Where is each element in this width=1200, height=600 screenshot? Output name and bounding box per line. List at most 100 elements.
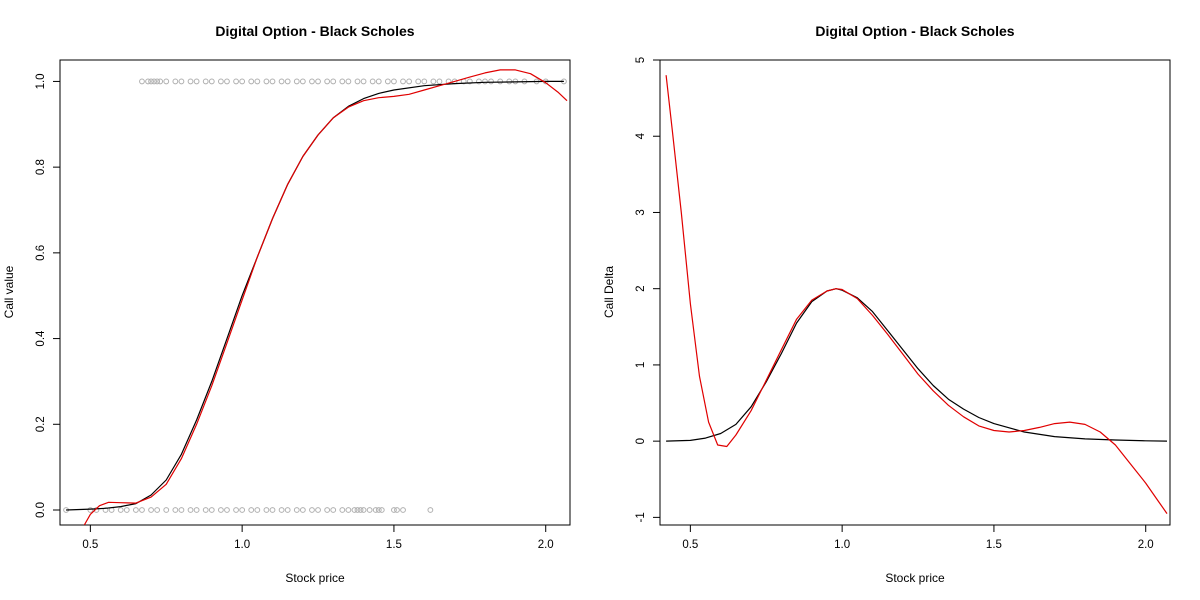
y-tick-label: 1	[635, 362, 647, 368]
data-point	[248, 507, 255, 513]
x-tick-label: 0.5	[82, 539, 98, 551]
data-point	[132, 507, 139, 513]
data-point	[278, 78, 285, 85]
data-point	[123, 507, 130, 513]
data-point	[406, 78, 413, 85]
data-point	[239, 78, 246, 85]
x-tick-label: 1.0	[234, 539, 250, 551]
data-point	[254, 507, 261, 513]
x-axis-label: Stock price	[885, 571, 945, 585]
data-point	[391, 78, 397, 85]
data-point	[315, 507, 321, 513]
data-point	[430, 78, 437, 85]
data-point	[278, 507, 285, 513]
y-tick-label: 0.0	[35, 502, 47, 518]
data-point	[154, 507, 161, 513]
data-point	[293, 507, 300, 513]
data-point	[400, 507, 406, 513]
y-tick-label: 0.6	[35, 245, 47, 261]
data-point	[476, 78, 482, 85]
data-point	[193, 507, 200, 513]
y-axis-ticks: -1 0 1 2 3 4 5	[635, 57, 660, 522]
data-point	[330, 78, 337, 85]
data-point	[139, 507, 145, 513]
data-point	[172, 78, 179, 85]
x-axis-ticks: 0.5 1.0 1.5 2.0	[82, 525, 554, 551]
data-point	[354, 507, 361, 513]
y-tick-label: 0	[635, 438, 647, 444]
data-point	[360, 78, 367, 85]
data-point	[482, 78, 488, 85]
data-point	[378, 507, 385, 513]
data-point	[139, 78, 145, 85]
data-point	[394, 507, 400, 513]
data-point	[148, 507, 154, 513]
y-tick-label: 4	[635, 132, 647, 139]
y-tick-label: 0.2	[35, 416, 47, 432]
x-axis-label: Stock price	[285, 571, 345, 585]
data-point	[217, 78, 224, 85]
data-point	[172, 507, 179, 513]
y-tick-label: 0.4	[35, 330, 47, 347]
x-tick-label: 1.5	[386, 539, 402, 551]
data-point	[330, 507, 337, 513]
data-point	[309, 507, 315, 513]
data-point	[436, 78, 443, 85]
exact-curve	[666, 288, 1168, 442]
data-point	[163, 507, 170, 513]
data-point	[384, 78, 391, 85]
data-point	[284, 78, 291, 85]
data-point	[187, 78, 194, 85]
y-axis-label: Call value	[2, 265, 16, 318]
y-tick-label: 1.0	[35, 73, 47, 89]
plot-series	[63, 69, 568, 525]
data-point	[102, 507, 109, 513]
x-axis-ticks: 0.5 1.0 1.5 2.0	[682, 525, 1154, 551]
x-tick-label: 2.0	[538, 539, 554, 551]
y-tick-label: -1	[635, 512, 647, 522]
fitted-curve	[665, 75, 1168, 514]
y-tick-label: 3	[635, 209, 647, 215]
x-tick-label: 2.0	[1138, 539, 1154, 551]
data-point	[263, 78, 270, 85]
data-point	[324, 78, 331, 85]
data-point	[421, 78, 428, 85]
data-point	[178, 78, 185, 85]
data-point	[233, 507, 239, 513]
data-point	[400, 78, 406, 85]
fitted-curve	[83, 69, 568, 525]
chart-title: Digital Option - Black Scholes	[215, 23, 414, 39]
data-point	[391, 507, 397, 513]
data-point	[345, 78, 352, 85]
data-point	[254, 78, 261, 85]
data-point	[488, 78, 494, 85]
data-point	[233, 78, 239, 85]
data-point	[497, 78, 504, 85]
chart-title: Digital Option - Black Scholes	[815, 23, 1014, 39]
data-point	[293, 78, 300, 85]
data-point	[360, 507, 367, 513]
data-point	[208, 78, 215, 85]
data-point	[339, 507, 346, 513]
data-point	[154, 78, 161, 85]
data-point	[178, 507, 185, 513]
y-tick-label: 0.8	[35, 159, 47, 175]
data-point	[93, 507, 100, 513]
data-point	[351, 507, 358, 513]
data-point	[315, 78, 321, 85]
data-point	[224, 507, 230, 513]
data-point	[269, 507, 276, 513]
y-tick-label: 2	[635, 285, 647, 291]
x-tick-label: 1.0	[834, 539, 850, 551]
data-point	[345, 507, 352, 513]
data-point	[415, 78, 422, 85]
data-point	[299, 78, 306, 85]
y-axis-label: Call Delta	[602, 266, 616, 318]
data-point	[372, 507, 379, 513]
data-point	[145, 78, 151, 85]
data-point	[354, 78, 361, 85]
data-point	[269, 78, 276, 85]
exact-curve	[66, 80, 564, 511]
data-point	[202, 507, 209, 513]
